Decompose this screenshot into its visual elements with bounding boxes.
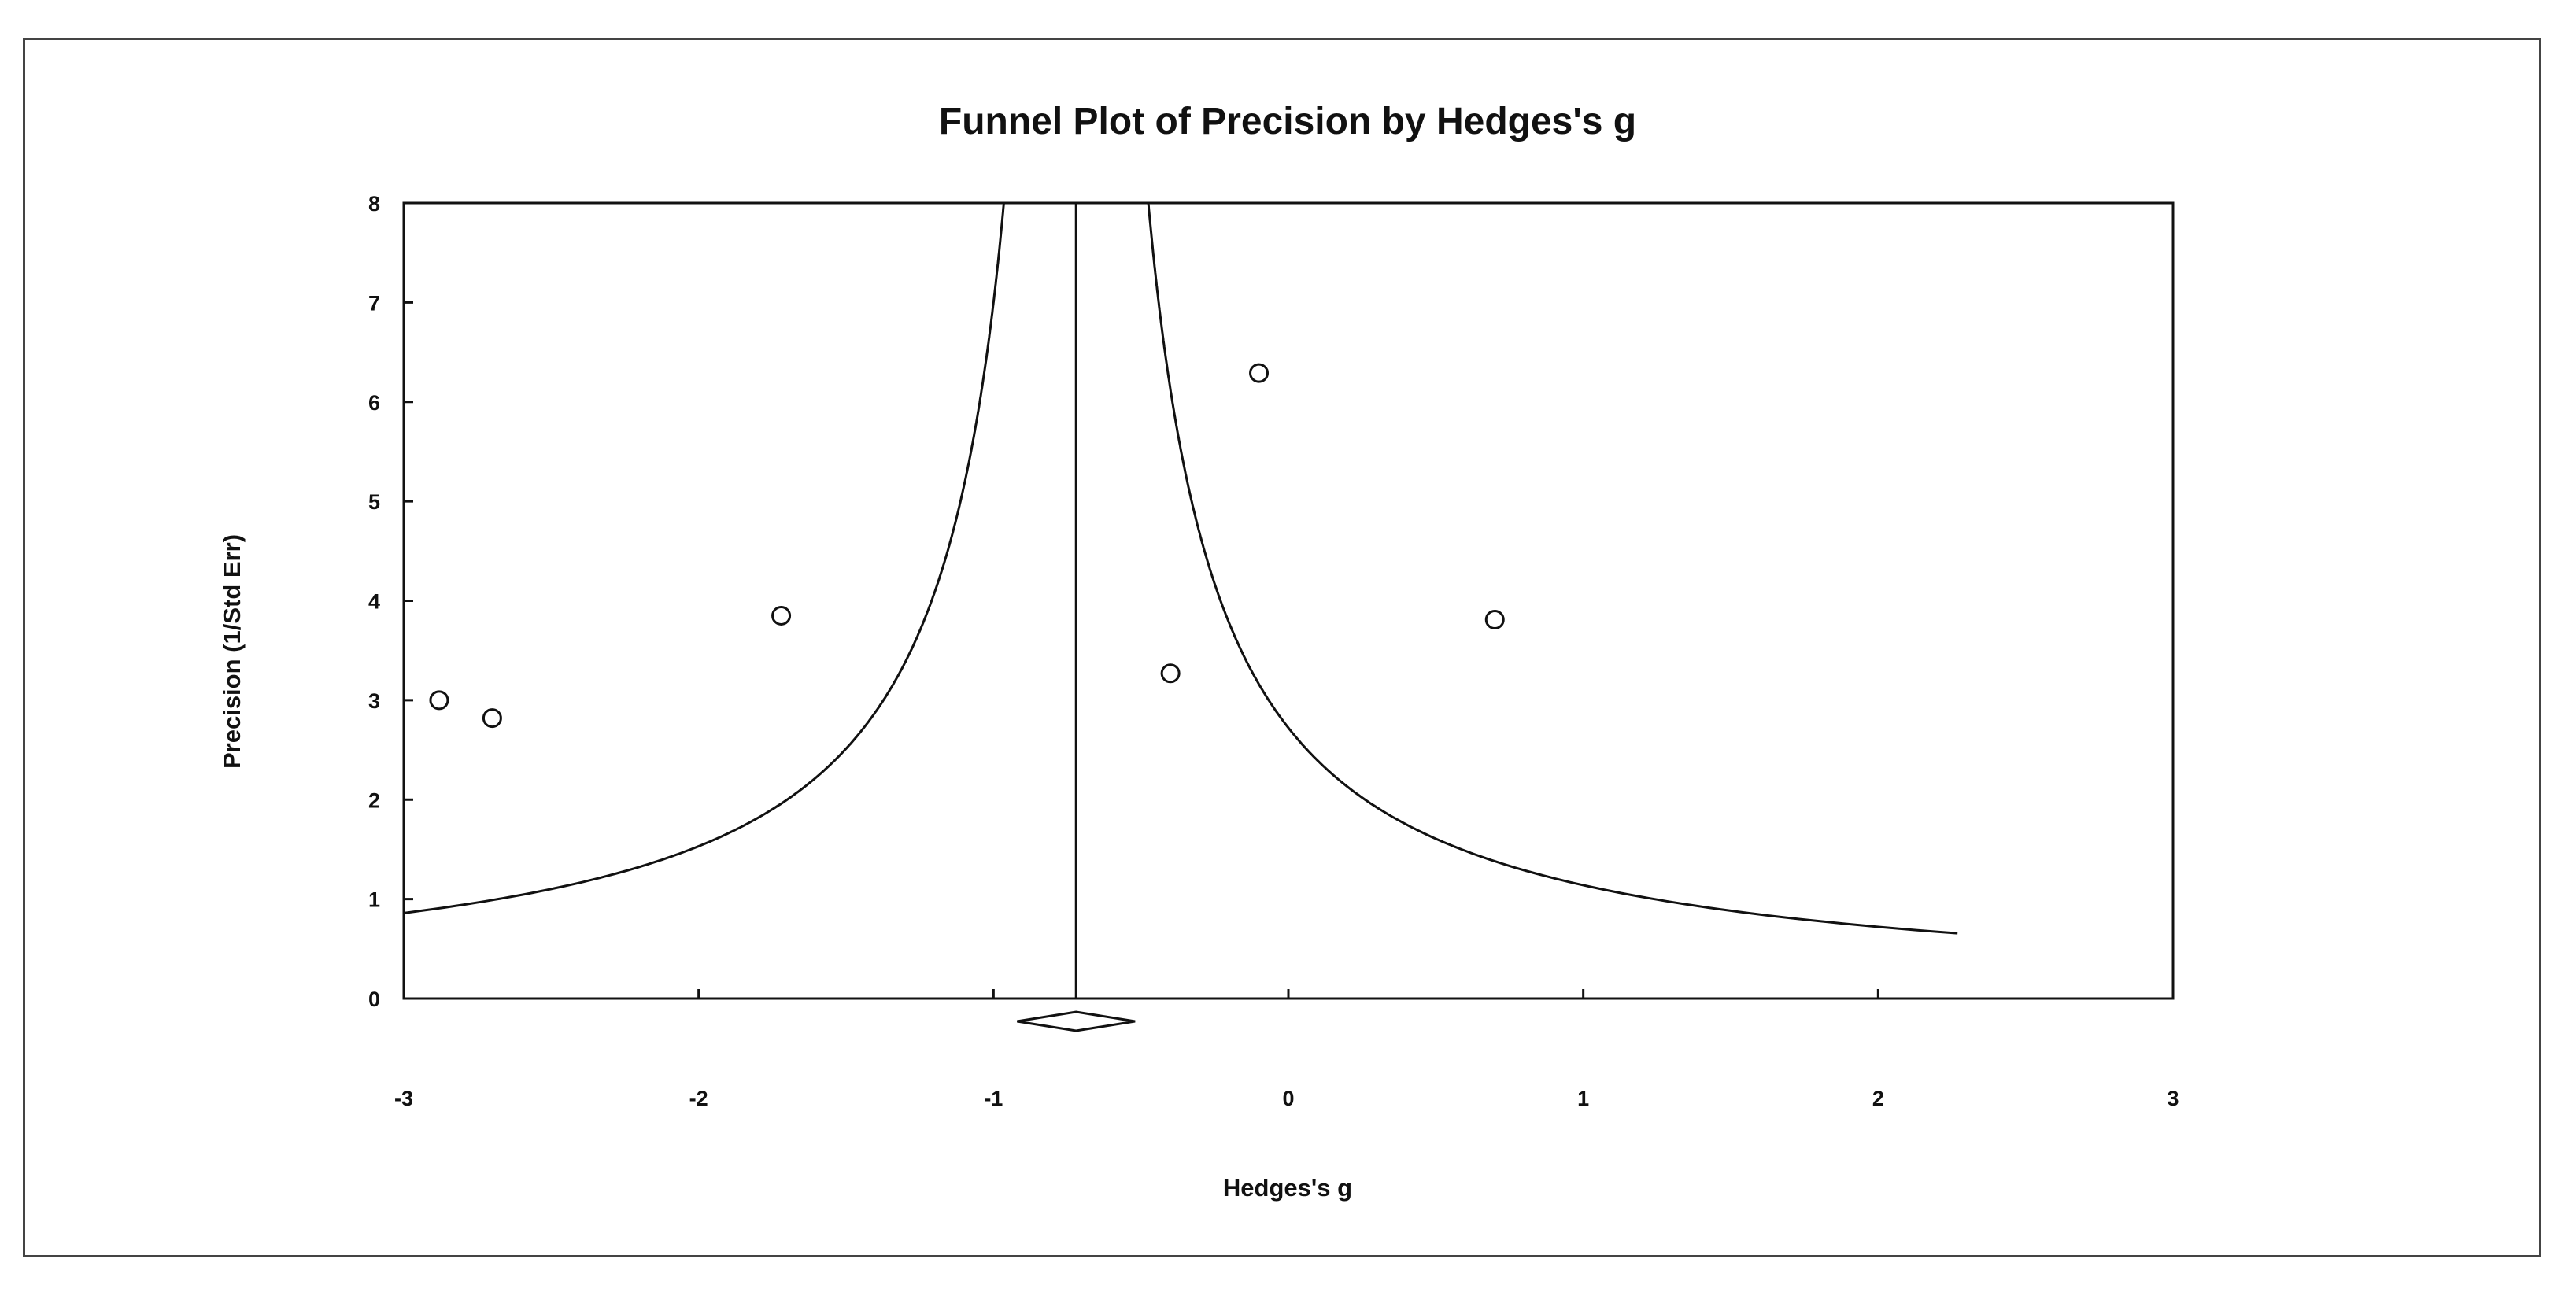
- funnel-curves: [404, 203, 1958, 935]
- data-point-3: [1160, 663, 1181, 684]
- x-tick-label-5: 2: [1872, 1087, 1884, 1110]
- x-tick-label-3: 0: [1282, 1087, 1294, 1110]
- plot-area-border: [402, 201, 2175, 1000]
- y-tick-label-3: 3: [368, 689, 380, 713]
- y-tick-label-1: 1: [368, 888, 380, 912]
- y-tick-label-7: 7: [368, 291, 380, 315]
- x-tick-label-4: 1: [1577, 1087, 1589, 1110]
- x-axis-title: Hedges's g: [1223, 1174, 1352, 1202]
- summary-diamond: [1017, 1010, 1136, 1032]
- data-points: [429, 363, 1505, 729]
- x-axis: -3 -2 -1 0 1 2 3: [394, 989, 2179, 1110]
- x-tick-label-6: 3: [2167, 1087, 2179, 1110]
- x-tick-label-1: -2: [689, 1087, 708, 1110]
- data-point-5: [1484, 610, 1505, 630]
- y-tick-label-8: 8: [368, 192, 380, 216]
- y-tick-label-6: 6: [368, 391, 380, 415]
- y-tick-label-0: 0: [368, 987, 380, 1011]
- x-tick-label-2: -1: [984, 1087, 1003, 1110]
- y-axis: 0 1 2 3 4 5 6 7 8: [368, 192, 413, 1011]
- x-tick-label-0: -3: [394, 1087, 413, 1110]
- chart-frame: [23, 38, 2541, 1257]
- y-tick-label-5: 5: [368, 490, 380, 514]
- y-tick-label-2: 2: [368, 788, 380, 812]
- funnel-left-curve: [404, 203, 1005, 914]
- data-point-2: [771, 605, 792, 626]
- y-tick-label-4: 4: [368, 590, 380, 614]
- y-axis-title: Precision (1/Std Err): [218, 534, 246, 769]
- data-point-1: [482, 708, 502, 729]
- data-point-0: [429, 690, 449, 711]
- funnel-right-curve: [1147, 203, 1958, 935]
- chart-title: Funnel Plot of Precision by Hedges's g: [939, 101, 1636, 142]
- data-point-4: [1249, 363, 1270, 383]
